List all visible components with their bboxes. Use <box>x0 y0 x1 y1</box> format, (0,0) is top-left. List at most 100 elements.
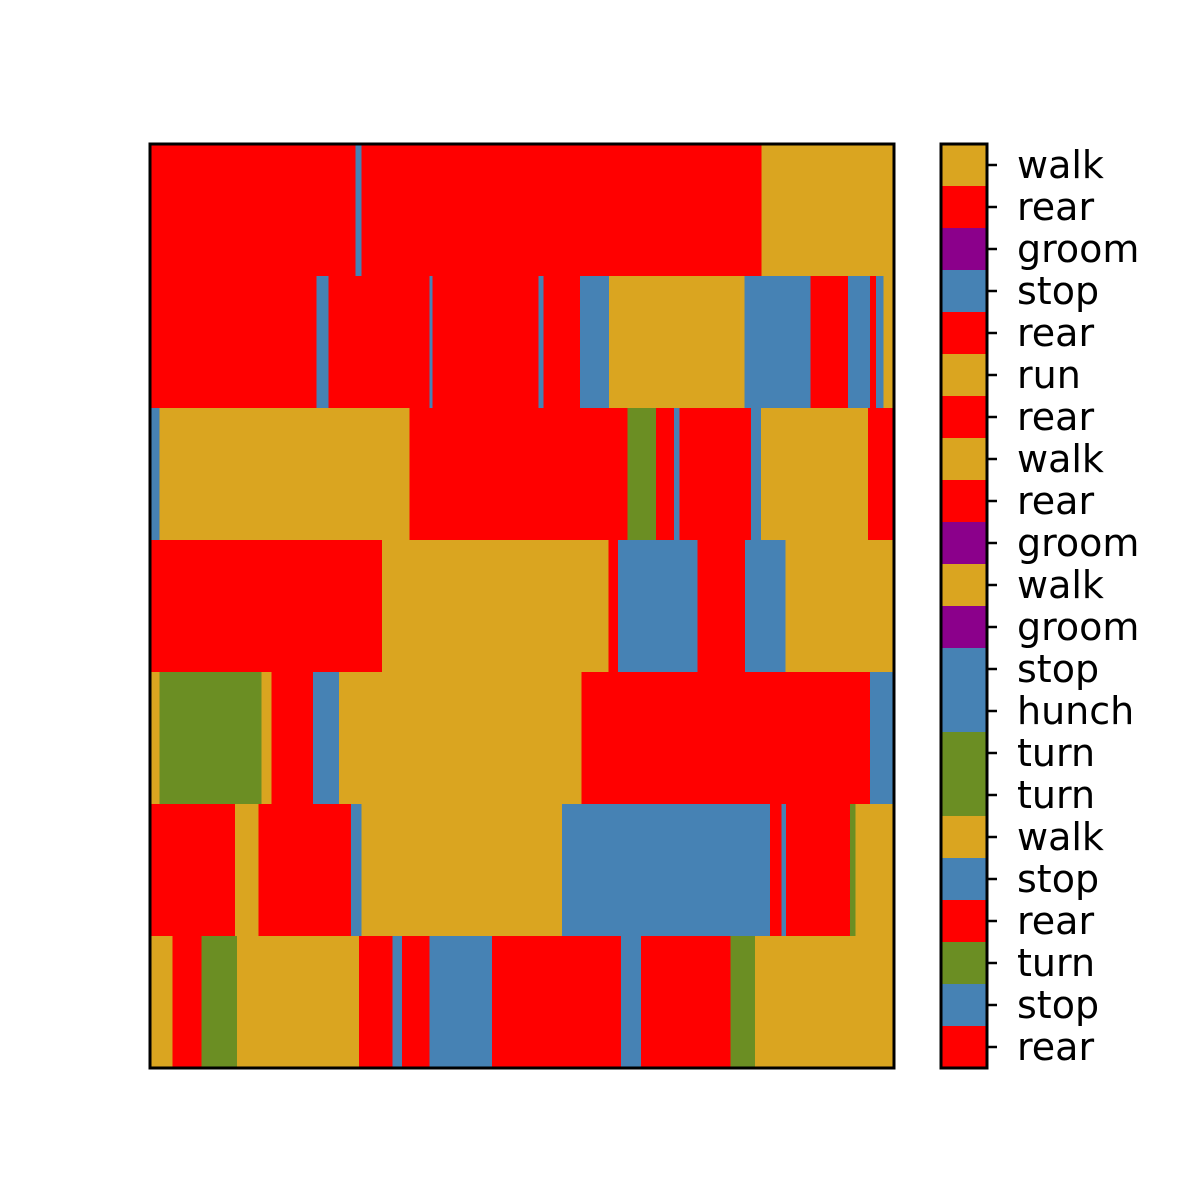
colorbar-tick-label: rear <box>1017 1025 1094 1069</box>
segment-walk <box>338 672 582 804</box>
colorbar-cell-stop <box>941 858 987 901</box>
colorbar-tick-label: groom <box>1017 521 1139 565</box>
segment-stop <box>620 936 642 1068</box>
segment-rear <box>150 804 235 936</box>
colorbar-tick-label: hunch <box>1017 689 1134 733</box>
colorbar-cell-groom <box>941 522 987 565</box>
segment-walk <box>237 936 360 1068</box>
segment-rear <box>810 276 848 408</box>
colorbar-cell-stop <box>941 984 987 1027</box>
segment-stop <box>876 276 884 408</box>
colorbar-cell-turn <box>941 732 987 775</box>
segment-walk <box>234 804 259 936</box>
colorbar-cell-groom <box>941 228 987 271</box>
colorbar-tick-label: stop <box>1017 647 1099 691</box>
colorbar-tick-label: rear <box>1017 185 1094 229</box>
colorbar-tick-label: stop <box>1017 983 1099 1027</box>
colorbar-cell-turn <box>941 774 987 817</box>
segment-rear <box>432 276 539 408</box>
colorbar-tick-label: turn <box>1017 941 1095 985</box>
segment-stop <box>781 804 787 936</box>
segment-stop <box>429 276 433 408</box>
segment-walk <box>760 408 868 540</box>
segment-stop <box>847 276 871 408</box>
segment-rear <box>172 936 202 1068</box>
colorbar-cell-hunch <box>941 690 987 733</box>
colorbar-tick-label: walk <box>1017 437 1104 481</box>
colorbar-cell-rear <box>941 312 987 355</box>
segment-walk <box>609 276 745 408</box>
segment-stop <box>744 276 811 408</box>
segment-rear <box>271 672 313 804</box>
segment-rear <box>258 804 351 936</box>
segment-rear <box>328 276 430 408</box>
segment-rear <box>150 276 317 408</box>
colorbar-tick-label: stop <box>1017 269 1099 313</box>
segment-stop <box>150 408 160 540</box>
segment-stop <box>745 540 786 672</box>
colorbar-cell-rear <box>941 1026 987 1069</box>
segment-walk <box>382 540 609 672</box>
segment-rear <box>697 540 746 672</box>
colorbar-cell-rear <box>941 900 987 943</box>
colorbar-tick-label: rear <box>1017 899 1094 943</box>
segment-rear <box>492 936 621 1068</box>
colorbar-cell-rear <box>941 396 987 439</box>
segment-stop <box>751 408 761 540</box>
segment-rear <box>679 408 752 540</box>
colorbar-tick-label: stop <box>1017 857 1099 901</box>
plot-frame <box>148 142 896 1070</box>
segment-walk <box>150 672 160 804</box>
segment-walk <box>261 672 272 804</box>
segment-rear <box>150 144 356 276</box>
segment-stop <box>617 540 698 672</box>
plot-area <box>150 144 894 1068</box>
segment-stop <box>312 672 339 804</box>
colorbar: walkreargroomstoprearrunrearwalkreargroo… <box>941 143 1139 1069</box>
colorbar-tick-label: walk <box>1017 815 1104 859</box>
colorbar-tick-label: walk <box>1017 143 1104 187</box>
segment-rear <box>402 936 430 1068</box>
colorbar-tick-label: run <box>1017 353 1081 397</box>
colorbar-cell-walk <box>941 816 987 859</box>
segment-rear <box>641 936 731 1068</box>
segment-stop <box>580 276 610 408</box>
segment-stop <box>562 804 770 936</box>
colorbar-cell-walk <box>941 438 987 481</box>
colorbar-cell-stop <box>941 270 987 313</box>
segment-rear <box>150 540 383 672</box>
colorbar-tick-label: groom <box>1017 605 1139 649</box>
colorbar-tick-label: rear <box>1017 395 1094 439</box>
segment-rear <box>655 408 674 540</box>
colorbar-cell-turn <box>941 942 987 985</box>
colorbar-tick-label: walk <box>1017 563 1104 607</box>
segment-walk <box>785 540 894 672</box>
colorbar-cell-rear <box>941 186 987 229</box>
colorbar-tick-label: rear <box>1017 479 1094 523</box>
segment-walk <box>159 408 410 540</box>
colorbar-cell-groom <box>941 606 987 649</box>
colorbar-cell-rear <box>941 480 987 523</box>
segment-turn <box>730 936 755 1068</box>
segment-walk <box>150 936 173 1068</box>
segment-turn <box>850 804 856 936</box>
segment-stop <box>538 276 544 408</box>
segment-rear <box>870 276 877 408</box>
segment-rear <box>786 804 851 936</box>
segment-stop <box>316 276 329 408</box>
colorbar-cell-stop <box>941 648 987 691</box>
segment-stop <box>355 144 362 276</box>
segment-walk <box>883 276 894 408</box>
segment-walk <box>361 804 563 936</box>
segment-stop <box>350 804 362 936</box>
colorbar-frame <box>939 142 989 1070</box>
segment-rear <box>867 408 894 540</box>
segment-rear <box>769 804 782 936</box>
segment-stop <box>870 672 894 804</box>
segment-walk <box>855 804 894 936</box>
segment-rear <box>359 936 393 1068</box>
segment-walk <box>761 144 894 276</box>
colorbar-cell-walk <box>941 144 987 187</box>
segment-turn <box>159 672 262 804</box>
